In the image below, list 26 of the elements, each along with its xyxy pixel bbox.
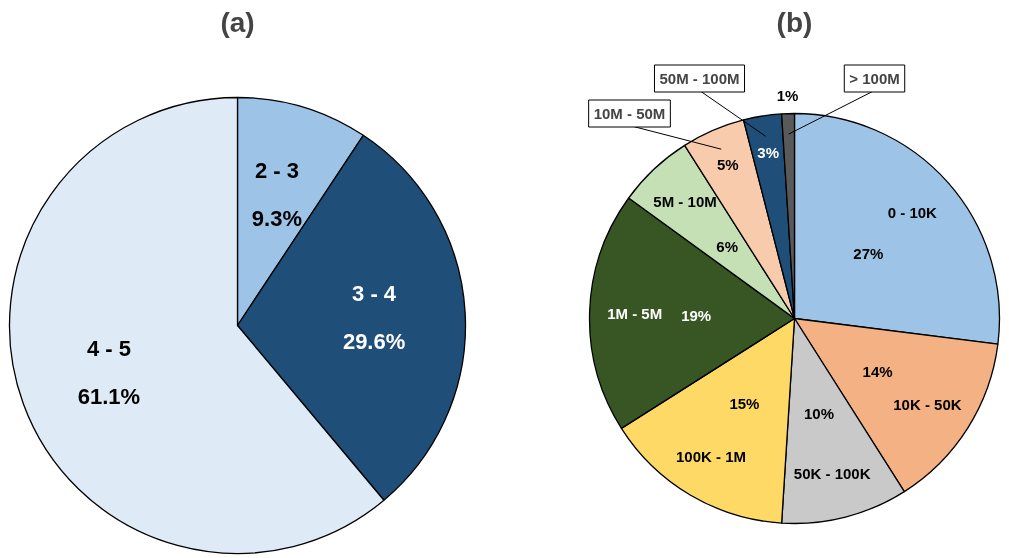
slice-label: 5M - 10M xyxy=(653,193,717,211)
slice-label: 4 - 5 xyxy=(86,335,131,361)
data-label: 19% xyxy=(681,306,712,324)
slice-label: 0 - 10K xyxy=(887,204,938,222)
data-label: 10% xyxy=(803,405,834,423)
slice-label: 50K - 100K xyxy=(793,464,871,482)
data-label: 3% xyxy=(757,143,780,161)
data-label: 29.6% xyxy=(342,329,406,355)
data-label: 5% xyxy=(716,155,739,173)
slice-label: 10M - 50M xyxy=(593,105,666,122)
slice-label: 10K - 50K xyxy=(893,395,962,413)
data-label: 14% xyxy=(862,362,893,380)
slice-label: 1M - 5M xyxy=(607,304,663,322)
slice-label: 3 - 4 xyxy=(352,281,397,307)
slice-label: > 100M xyxy=(849,70,900,87)
data-label: 1% xyxy=(776,86,799,104)
data-label: 6% xyxy=(716,238,738,256)
chart-title: (b) xyxy=(776,7,813,38)
chart-title: (a) xyxy=(220,7,255,38)
data-label: 9.3% xyxy=(251,206,302,231)
data-label: 61.1% xyxy=(77,383,141,409)
data-label: 27% xyxy=(853,244,884,262)
slice-label: 2 - 3 xyxy=(254,158,299,183)
data-label: 15% xyxy=(729,394,760,412)
slice-label: 50M - 100M xyxy=(659,70,740,87)
slice-label: 100K - 1M xyxy=(676,447,747,465)
